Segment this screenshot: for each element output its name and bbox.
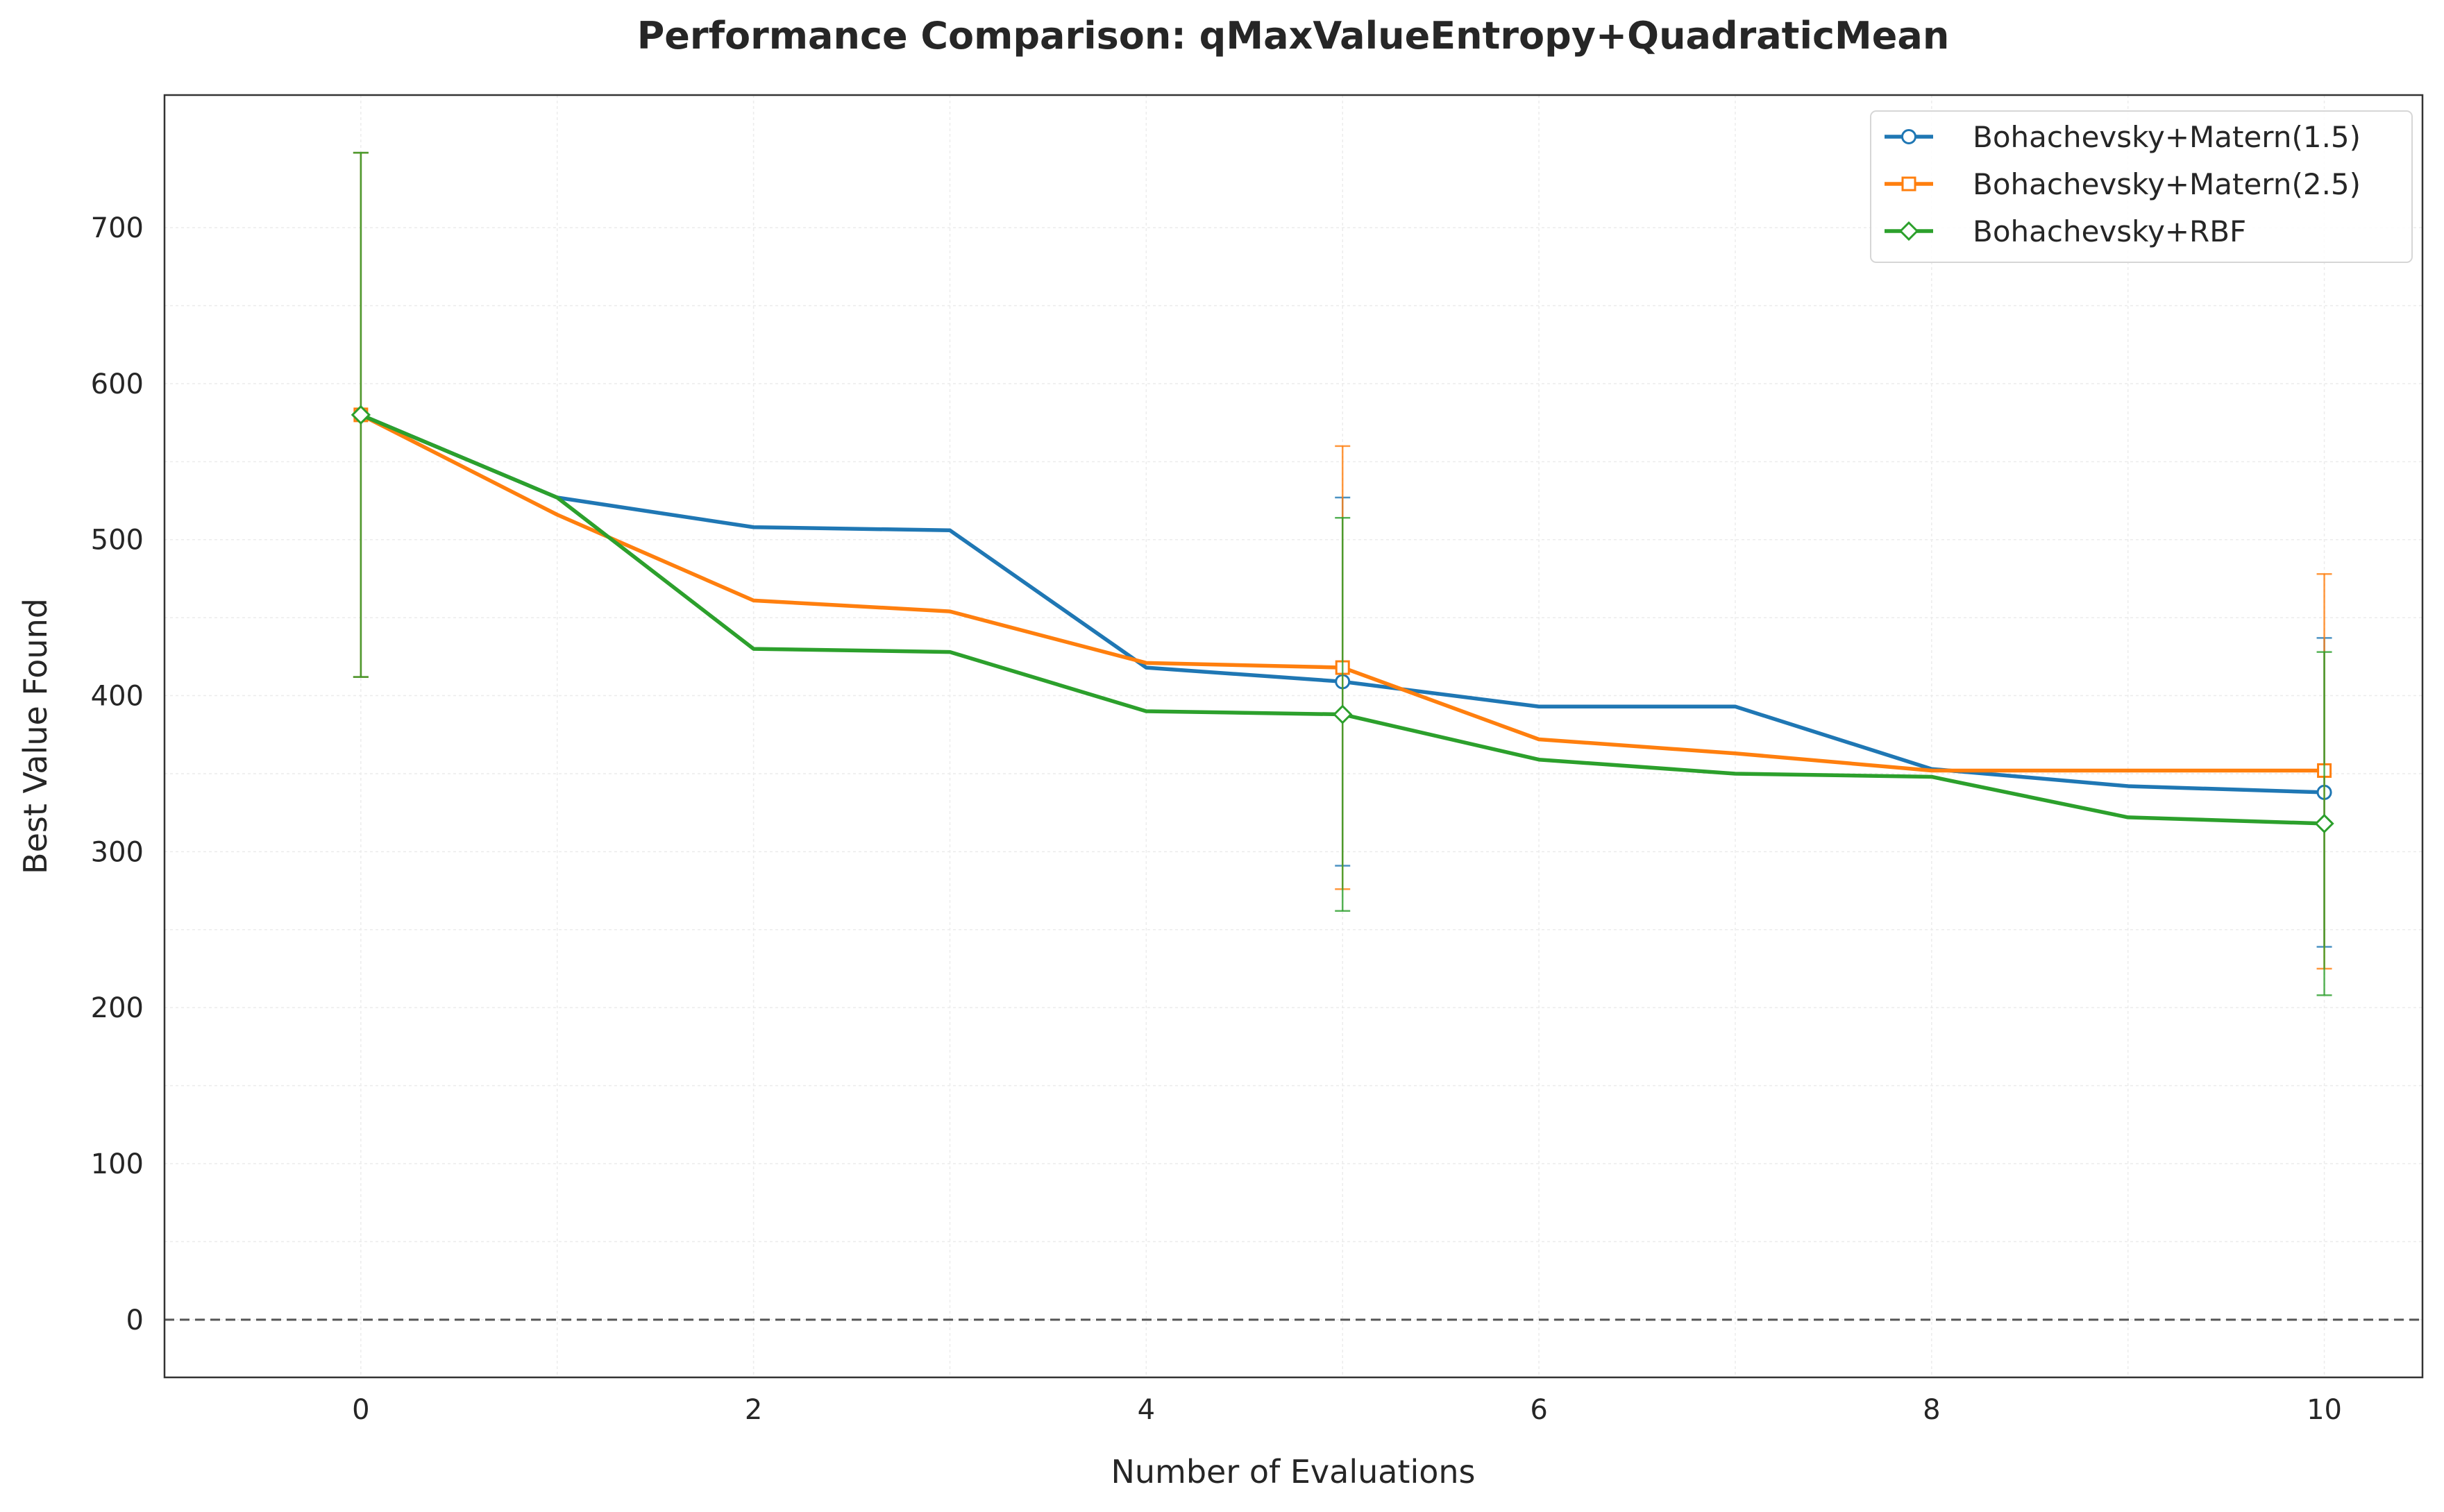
- x-tick-label: 0: [352, 1394, 369, 1426]
- y-tick-label: 0: [126, 1305, 144, 1336]
- data-point: [2314, 813, 2334, 834]
- legend-entry: Bohachevsky+Matern(2.5): [1973, 167, 2361, 201]
- x-tick-label: 4: [1138, 1394, 1155, 1426]
- plot-frame: [163, 94, 2424, 1379]
- x-tick-label: 10: [2307, 1394, 2342, 1426]
- legend-marker: [1901, 176, 1916, 192]
- legend-box: [1870, 110, 2413, 263]
- x-axis-label: Number of Evaluations: [1111, 1453, 1475, 1490]
- x-tick-label: 2: [745, 1394, 762, 1426]
- x-tick-label: 8: [1923, 1394, 1940, 1426]
- y-axis-label: Best Value Found: [17, 598, 54, 874]
- chart-title: Performance Comparison: qMaxValueEntropy…: [637, 14, 1950, 58]
- y-tick-label: 600: [91, 368, 144, 400]
- y-tick-label: 500: [91, 525, 144, 557]
- data-point: [1333, 704, 1353, 724]
- y-tick-label: 700: [91, 212, 144, 244]
- legend-marker: [1898, 221, 1919, 241]
- data-point: [351, 405, 371, 425]
- y-tick-label: 400: [91, 681, 144, 713]
- legend: Bohachevsky+Matern(1.5) Bohachevsky+Mater…: [1870, 110, 2413, 263]
- y-tick-label: 100: [91, 1148, 144, 1180]
- legend-marker: [1901, 129, 1916, 144]
- legend-entry: Bohachevsky+RBF: [1973, 214, 2246, 248]
- series-layer: [351, 151, 2334, 996]
- x-tick-label: 6: [1530, 1394, 1547, 1426]
- y-tick-label: 200: [91, 992, 144, 1024]
- legend-entry: Bohachevsky+Matern(1.5): [1973, 120, 2361, 154]
- y-tick-label: 300: [91, 836, 144, 868]
- series-3: [351, 151, 2334, 996]
